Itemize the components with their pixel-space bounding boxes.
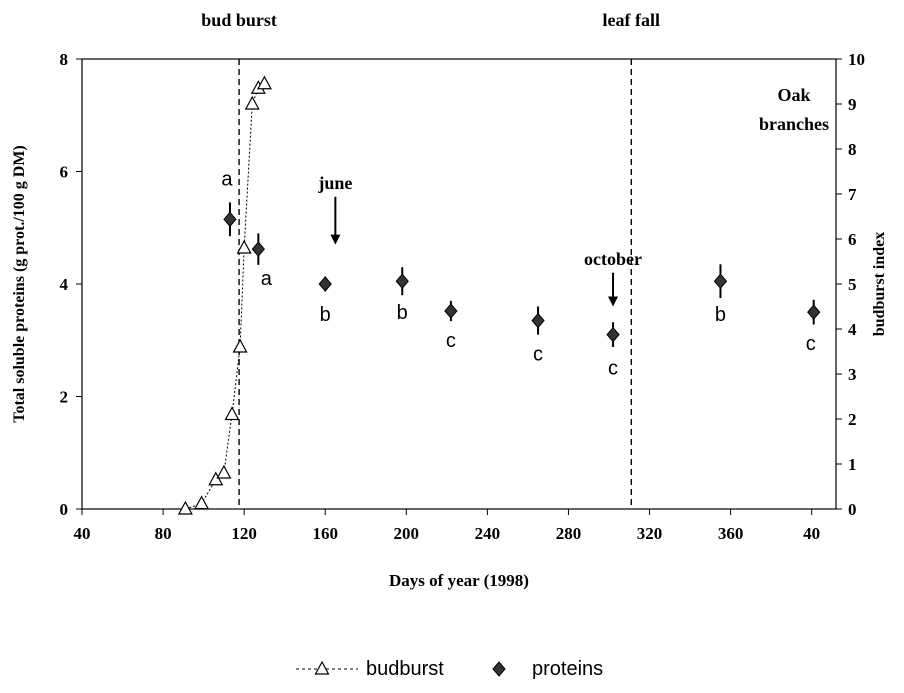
protein-point <box>251 241 265 257</box>
legend: budburst proteins <box>296 658 603 680</box>
x-tick-label: 280 <box>556 524 582 543</box>
y-tick-label-right: 3 <box>848 365 857 384</box>
y-tick-label-left: 0 <box>60 500 69 519</box>
arrow-head <box>608 296 619 307</box>
corner-label-line-2: branches <box>759 114 829 134</box>
y-tick-label-left: 6 <box>60 163 69 182</box>
protein-significance-label: c <box>806 333 816 355</box>
budburst-point <box>244 95 260 110</box>
y-tick-label-right: 5 <box>848 275 857 294</box>
budburst-point <box>232 338 248 353</box>
budburst-point <box>216 464 232 479</box>
protein-significance-label: b <box>397 302 408 324</box>
budburst-point <box>256 75 272 90</box>
protein-point <box>531 312 545 329</box>
protein-point <box>223 211 237 228</box>
x-tick-label: 80 <box>155 524 172 543</box>
x-tick-label: 320 <box>637 524 663 543</box>
protein-point <box>444 303 458 319</box>
x-tick-label: 240 <box>475 524 501 543</box>
protein-significance-label: b <box>320 304 331 326</box>
x-axis: 40 80 120 160 200 240 280 320 360 40 <box>74 509 820 543</box>
budburst-point <box>194 495 210 510</box>
protein-point <box>713 273 728 289</box>
arrow-label: october <box>584 249 642 269</box>
series-budburst <box>177 75 272 515</box>
y-axis-left: 0 2 4 6 8 <box>60 50 82 519</box>
y-tick-label-right: 0 <box>848 500 857 519</box>
y-tick-label-right: 8 <box>848 140 857 159</box>
protein-significance-label: a <box>261 268 273 290</box>
y-tick-label-left: 8 <box>60 50 69 69</box>
series-proteins: a a b b c c c b c <box>221 168 821 380</box>
protein-point <box>395 273 409 289</box>
legend-budburst-marker <box>314 660 330 675</box>
y-tick-label-right: 4 <box>848 320 857 339</box>
corner-label-line-1: Oak <box>777 85 810 105</box>
event-lines: bud burst leaf fall <box>201 10 660 509</box>
budburst-point <box>224 406 240 421</box>
protein-point <box>807 304 821 320</box>
protein-point <box>606 326 620 343</box>
y-tick-label-left: 2 <box>60 388 69 407</box>
legend-proteins-label: proteins <box>532 658 603 680</box>
y-tick-label-right: 10 <box>848 50 865 69</box>
x-axis-label: Days of year (1998) <box>389 571 529 590</box>
protein-significance-label: c <box>533 344 543 366</box>
y-axis-right: 0 1 2 3 4 5 6 7 8 9 10 <box>836 50 865 519</box>
y-tick-label-right: 9 <box>848 95 857 114</box>
y-tick-label-right: 6 <box>848 230 857 249</box>
budburst-point <box>236 239 252 254</box>
x-tick-label: 200 <box>394 524 420 543</box>
arrows: june october <box>317 173 642 307</box>
event-label: leaf fall <box>603 10 660 30</box>
protein-significance-label: c <box>608 358 618 380</box>
y-tick-label-left: 4 <box>60 275 69 294</box>
arrow-head <box>330 234 341 245</box>
budburst-point <box>208 471 224 486</box>
protein-significance-label: a <box>221 168 233 190</box>
y-tick-label-right: 7 <box>848 185 857 204</box>
x-tick-label: 120 <box>231 524 257 543</box>
arrow-label: june <box>317 173 352 193</box>
x-tick-label: 40 <box>74 524 91 543</box>
legend-budburst-label: budburst <box>366 658 444 680</box>
budburst-line <box>185 83 265 510</box>
y-axis-label-right: budburst index <box>871 232 888 337</box>
y-tick-label-right: 1 <box>848 455 857 474</box>
x-tick-label: 160 <box>312 524 338 543</box>
x-tick-label: 40 <box>803 524 820 543</box>
protein-significance-label: b <box>715 304 726 326</box>
y-tick-label-right: 2 <box>848 410 857 429</box>
protein-point <box>318 276 332 292</box>
legend-proteins-marker <box>492 661 506 677</box>
x-tick-label: 360 <box>718 524 744 543</box>
protein-significance-label: c <box>446 330 456 352</box>
event-label: bud burst <box>201 10 277 30</box>
y-axis-label-left: Total soluble proteins (g prot./100 g DM… <box>11 145 28 423</box>
budburst-point <box>177 500 193 515</box>
